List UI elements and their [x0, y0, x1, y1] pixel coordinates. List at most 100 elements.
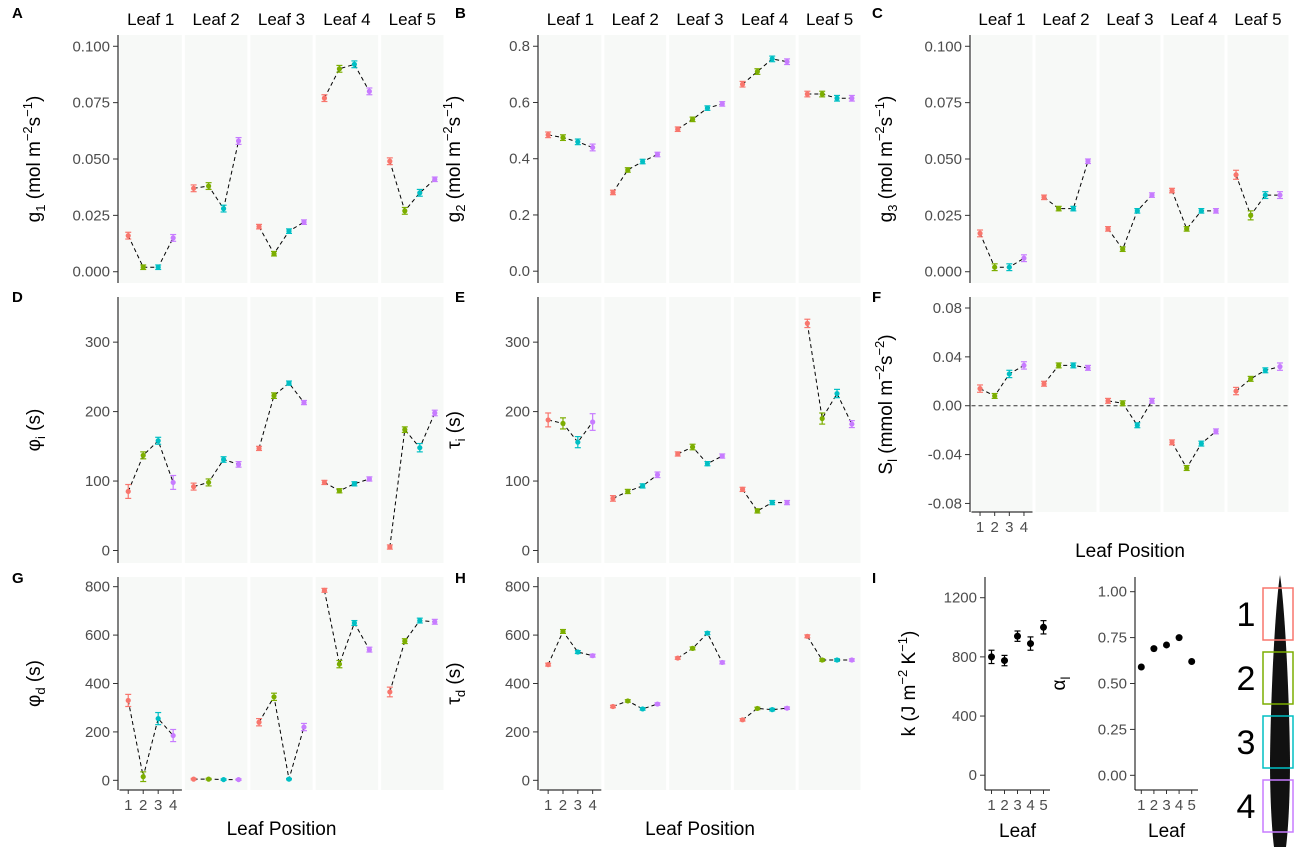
- facet-strip-label: Leaf 4: [1170, 10, 1217, 29]
- data-point: [352, 620, 357, 625]
- data-point: [301, 724, 306, 729]
- data-point: [191, 186, 196, 191]
- position-label: 4: [1237, 788, 1256, 826]
- facet-strip-label: Leaf 3: [676, 10, 723, 29]
- y-tick-label: 800: [952, 649, 977, 666]
- y-tick-label: 0.075: [72, 95, 110, 112]
- y-axis-title: g3 (mol m−2s−1): [872, 96, 900, 223]
- data-point: [432, 177, 437, 182]
- y-axis-title-part: ): [444, 96, 465, 102]
- data-point: [156, 265, 161, 270]
- y-axis-title-part: k (J m: [899, 685, 920, 737]
- data-point: [740, 487, 745, 492]
- data-point: [625, 489, 630, 494]
- data-point: [417, 190, 422, 195]
- facet-panel: [381, 577, 443, 790]
- facet-panel: [799, 35, 861, 283]
- x-tick-label: 3: [1005, 519, 1013, 536]
- y-axis-title-part: d: [453, 690, 468, 697]
- facet-panel: [1164, 297, 1225, 512]
- facet-panel: [540, 35, 602, 283]
- data-point: [820, 416, 825, 421]
- data-point: [337, 66, 342, 71]
- y-tick-label: 200: [505, 404, 530, 421]
- y-tick-label: 0.04: [933, 349, 962, 366]
- y-tick-label: 800: [85, 579, 110, 596]
- y-axis-title-part: (s): [24, 409, 45, 436]
- data-point: [770, 500, 775, 505]
- data-point: [805, 634, 810, 639]
- y-tick-label: 1200: [944, 590, 977, 607]
- data-point: [141, 453, 146, 458]
- data-point: [1085, 365, 1090, 370]
- data-point: [1021, 363, 1026, 368]
- data-point: [1001, 657, 1008, 664]
- data-point: [337, 662, 342, 667]
- data-point: [1149, 192, 1154, 197]
- facet-strip-label: Leaf 1: [127, 10, 174, 29]
- data-point: [1007, 371, 1012, 376]
- panel-label: B: [455, 5, 466, 22]
- panel-label: A: [12, 5, 23, 22]
- data-point: [191, 484, 196, 489]
- facet-panel: [1164, 35, 1225, 283]
- x-tick-label: 4: [1020, 519, 1028, 536]
- data-point: [141, 774, 146, 779]
- data-point: [1277, 364, 1282, 369]
- y-axis-title-part: ): [24, 96, 45, 102]
- data-point: [236, 462, 241, 467]
- facet-strip-label: Leaf 5: [1234, 10, 1281, 29]
- position-label: 2: [1237, 660, 1256, 698]
- data-point: [755, 508, 760, 513]
- x-tick-label: 5: [1188, 797, 1196, 814]
- data-point: [271, 251, 276, 256]
- data-point: [690, 117, 695, 122]
- data-point: [1105, 398, 1110, 403]
- data-point: [271, 393, 276, 398]
- data-point: [805, 321, 810, 326]
- y-axis-title-part: −2: [872, 126, 887, 141]
- data-point: [286, 229, 291, 234]
- data-point: [575, 139, 580, 144]
- y-axis-title-part: −1: [20, 102, 35, 117]
- y-tick-label: 0: [522, 772, 530, 789]
- data-point: [171, 733, 176, 738]
- y-tick-label: 0: [969, 767, 977, 784]
- x-tick-label: 3: [574, 797, 582, 814]
- data-point: [755, 69, 760, 74]
- panel-label: I: [872, 570, 876, 587]
- data-point: [849, 96, 854, 101]
- data-point: [256, 720, 261, 725]
- facet-panel: [316, 577, 378, 790]
- y-tick-label: 0.025: [72, 207, 110, 224]
- data-point: [834, 657, 839, 662]
- facet-strip-label: Leaf 1: [978, 10, 1025, 29]
- y-tick-label: 200: [85, 724, 110, 741]
- x-axis-title: Leaf: [1148, 821, 1186, 842]
- data-point: [1135, 208, 1140, 213]
- data-point: [387, 544, 392, 549]
- data-point: [1248, 376, 1253, 381]
- facet-strip-label: Leaf 5: [806, 10, 853, 29]
- facet-strip-label: Leaf 3: [1106, 10, 1153, 29]
- data-point: [402, 208, 407, 213]
- data-point: [675, 655, 680, 660]
- data-point: [387, 689, 392, 694]
- data-point: [770, 56, 775, 61]
- data-point: [191, 777, 196, 782]
- data-point: [256, 224, 261, 229]
- y-tick-label: 300: [85, 334, 110, 351]
- y-axis-title-part: −1: [872, 102, 887, 117]
- y-axis-title: g2 (mol m−2s−1): [440, 96, 468, 223]
- leaf-shape: [1270, 575, 1290, 847]
- facet-panel: [799, 577, 861, 790]
- y-tick-label: 0.000: [924, 264, 962, 281]
- data-point: [655, 152, 660, 157]
- y-tick-label: 600: [85, 627, 110, 644]
- data-point: [236, 777, 241, 782]
- data-point: [1184, 226, 1189, 231]
- data-point: [655, 472, 660, 477]
- data-point: [352, 481, 357, 486]
- data-point: [610, 190, 615, 195]
- y-axis-title-part: ): [876, 334, 897, 340]
